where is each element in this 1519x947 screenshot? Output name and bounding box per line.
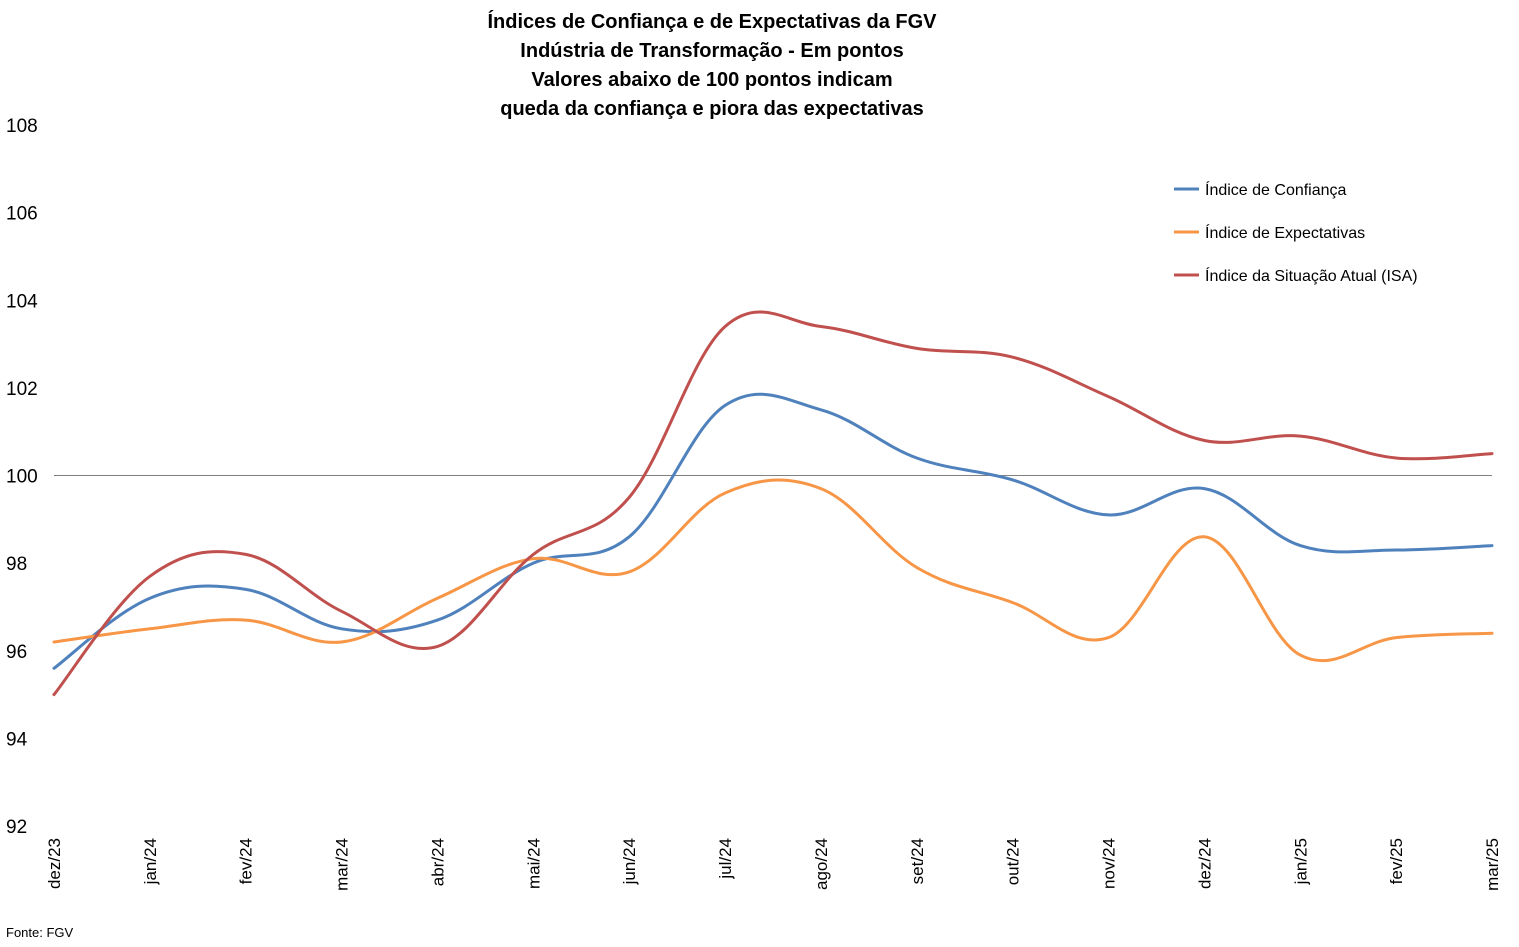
series-line-3	[52, 310, 1494, 697]
legend-label: Índice da Situação Atual (ISA)	[1205, 266, 1418, 285]
y-axis: 92 94 96 98 100 102 104 106 108	[6, 116, 38, 838]
source-note: Fonte: FGV	[6, 925, 74, 940]
chart-title-line: Índices de Confiança e de Expectativas d…	[487, 10, 937, 33]
y-tick-label: 94	[6, 729, 28, 750]
y-tick-label: 108	[6, 116, 38, 137]
y-tick-label: 92	[6, 817, 27, 838]
chart-title: Índices de Confiança e de Expectativas d…	[487, 10, 937, 120]
x-axis: dez/23 jan/24 fev/24 mar/24 abr/24 mai/24 jun/…	[45, 838, 1502, 891]
y-tick-label: 102	[6, 379, 38, 400]
x-tick-label: out/24	[1004, 838, 1023, 885]
x-tick-label: mar/24	[333, 838, 352, 891]
x-tick-label: abr/24	[428, 838, 447, 886]
y-tick-label: 106	[6, 204, 38, 225]
x-tick-label: jan/25	[1291, 838, 1310, 885]
x-tick-label: ago/24	[812, 838, 831, 890]
x-tick-label: fev/25	[1387, 838, 1406, 884]
series-lines	[52, 310, 1494, 697]
x-tick-label: jul/24	[716, 838, 735, 880]
legend-label: Índice de Confiança	[1205, 180, 1347, 199]
y-tick-label: 96	[6, 642, 27, 663]
x-tick-label: dez/24	[1195, 838, 1214, 889]
x-tick-label: mar/25	[1483, 838, 1502, 891]
x-tick-label: dez/23	[45, 838, 64, 889]
x-tick-label: fev/24	[237, 838, 256, 884]
legend: Índice de Confiança Índice de Expectativa…	[1174, 180, 1418, 285]
x-tick-label: set/24	[908, 838, 927, 884]
y-tick-label: 100	[6, 467, 38, 488]
series-line-1	[52, 392, 1494, 670]
y-tick-label: 104	[6, 291, 38, 312]
x-tick-label: jan/24	[141, 838, 160, 885]
x-tick-label: jun/24	[620, 838, 639, 885]
legend-label: Índice de Expectativas	[1205, 223, 1365, 242]
chart-title-line: queda da confiança e piora das expectati…	[500, 98, 924, 120]
x-tick-label: mai/24	[524, 838, 543, 889]
chart-title-line: Valores abaixo de 100 pontos indicam	[531, 69, 892, 91]
series-line-2	[52, 478, 1494, 663]
chart-title-line: Indústria de Transformação - Em pontos	[520, 40, 903, 62]
x-tick-label: nov/24	[1100, 838, 1119, 889]
y-tick-label: 98	[6, 554, 27, 575]
